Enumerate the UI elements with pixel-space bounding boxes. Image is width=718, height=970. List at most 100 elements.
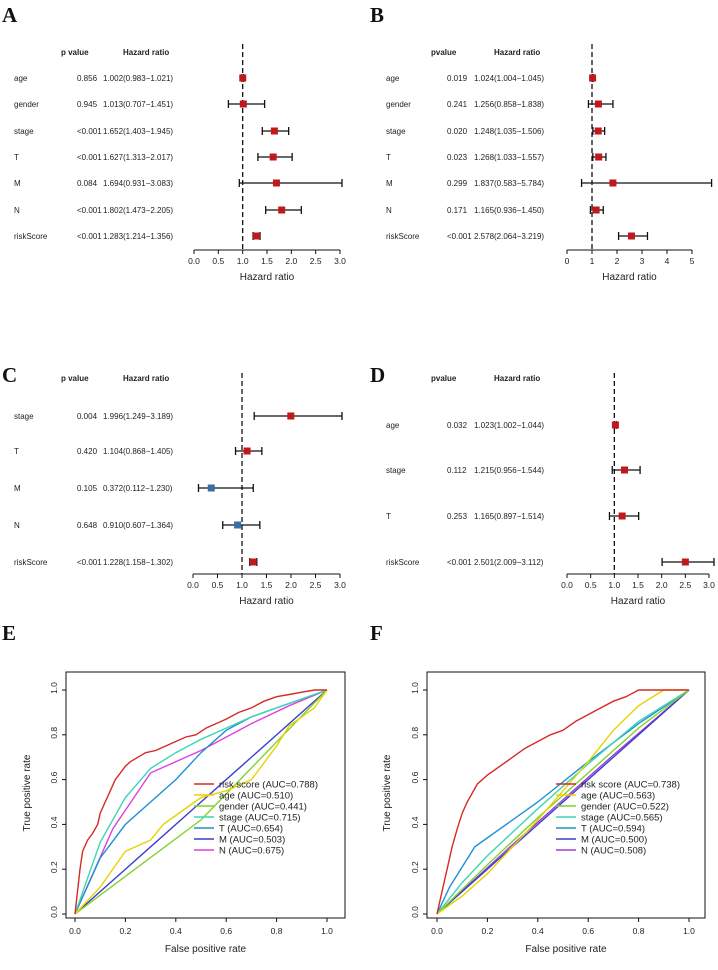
x-tick-label: 0.4 — [532, 926, 544, 936]
hr-point — [287, 412, 295, 420]
y-tick-label: 0.8 — [410, 727, 420, 739]
roc-curve — [436, 689, 689, 915]
row-label: riskScore — [14, 232, 48, 241]
y-tick-label: 0.0 — [49, 906, 59, 918]
hr-point — [594, 127, 602, 135]
x-tick-label: 0.5 — [585, 580, 597, 590]
x-tick-label: 2.0 — [656, 580, 668, 590]
legend-entry: age (AUC=0.510) — [219, 791, 293, 802]
row-label: M — [14, 484, 21, 493]
hr-value: 0.372(0.112−1.230) — [103, 484, 173, 493]
hr-value: 1.802(1.473−2.205) — [103, 206, 173, 215]
x-axis-label: False positive rate — [165, 944, 247, 955]
p-value-header: p value — [61, 374, 89, 383]
x-tick-label: 0.6 — [220, 926, 232, 936]
x-axis-label: Hazard ratio — [602, 272, 657, 283]
hr-point — [627, 232, 635, 240]
x-tick-label: 0.0 — [561, 580, 573, 590]
hr-point — [594, 100, 602, 108]
p-value-header: pvalue — [431, 48, 457, 57]
y-axis-label: True positive rate — [382, 754, 393, 831]
roc-panel-F: F 0.0 0.0 0.2 0.2 0.4 0.4 0.6 0.6 0.8 0.8 1.0 1.0 ris… — [370, 621, 706, 955]
hazard-ratio-header: Hazard ratio — [494, 374, 540, 383]
x-tick-label: 0 — [565, 256, 570, 266]
x-tick-label: 1.0 — [608, 580, 620, 590]
row-label: T — [386, 153, 391, 162]
hr-point — [239, 74, 247, 82]
panel-letter: D — [370, 363, 385, 387]
hr-point — [611, 421, 619, 429]
x-tick-label: 2.5 — [310, 256, 322, 266]
x-tick-label: 3 — [640, 256, 645, 266]
roc-curve — [436, 689, 690, 915]
legend-entry: risk score (AUC=0.738) — [581, 780, 680, 791]
hr-value: 2.501(2.009−3.112) — [474, 558, 544, 567]
row-label: age — [386, 421, 400, 430]
row-label: riskScore — [386, 558, 420, 567]
roc-curve — [74, 689, 328, 915]
x-tick-label: 0.5 — [212, 256, 224, 266]
y-tick-label: 0.2 — [410, 861, 420, 873]
hr-value: 1.652(1.403−1.945) — [103, 127, 173, 136]
y-tick-label: 1.0 — [410, 682, 420, 694]
x-tick-label: 4 — [665, 256, 670, 266]
p-value: <0.001 — [77, 153, 102, 162]
row-label: N — [386, 206, 392, 215]
hr-value: 1.104(0.868−1.405) — [103, 447, 173, 456]
hr-value: 1.248(1.035−1.506) — [474, 127, 544, 136]
row-label: N — [14, 521, 20, 530]
row-label: gender — [386, 100, 411, 109]
x-tick-label: 2.0 — [285, 580, 297, 590]
p-value: 0.084 — [77, 179, 98, 188]
hr-value: 2.578(2.064−3.219) — [474, 232, 544, 241]
p-value: <0.001 — [77, 558, 102, 567]
legend-entry: M (AUC=0.503) — [219, 835, 285, 846]
hr-point — [278, 206, 286, 214]
y-tick-label: 0.0 — [410, 906, 420, 918]
p-value: 0.023 — [447, 153, 468, 162]
p-value: <0.001 — [447, 232, 472, 241]
row-label: riskScore — [386, 232, 420, 241]
p-value: 0.253 — [447, 512, 468, 521]
hr-point — [243, 447, 251, 455]
x-tick-label: 0.8 — [271, 926, 283, 936]
x-tick-label: 3.0 — [703, 580, 715, 590]
roc-curve — [74, 689, 327, 915]
x-tick-label: 0.2 — [481, 926, 493, 936]
x-tick-label: 1.5 — [632, 580, 644, 590]
x-axis-label: Hazard ratio — [240, 272, 295, 283]
x-tick-label: 0.0 — [431, 926, 443, 936]
hr-point — [269, 153, 277, 161]
hr-value: 1.165(0.936−1.450) — [474, 206, 544, 215]
p-value: 0.945 — [77, 100, 98, 109]
p-value: <0.001 — [77, 232, 102, 241]
hr-point — [609, 179, 617, 187]
y-tick-label: 0.6 — [410, 771, 420, 783]
panel-letter: F — [370, 621, 383, 645]
x-tick-label: 2 — [615, 256, 620, 266]
panel-letter: B — [370, 3, 384, 27]
x-tick-label: 1.5 — [261, 256, 273, 266]
p-value: 0.171 — [447, 206, 468, 215]
x-tick-label: 0.0 — [188, 256, 200, 266]
x-tick-label: 2.5 — [310, 580, 322, 590]
row-label: T — [14, 447, 19, 456]
legend-entry: stage (AUC=0.565) — [581, 813, 663, 824]
hazard-ratio-header: Hazard ratio — [123, 48, 169, 57]
legend-entry: stage (AUC=0.715) — [219, 813, 301, 824]
hr-value: 1.165(0.897−1.514) — [474, 512, 544, 521]
x-axis-label: Hazard ratio — [611, 596, 666, 607]
x-tick-label: 1.5 — [261, 580, 273, 590]
p-value-header: pvalue — [431, 374, 457, 383]
panel-letter: E — [2, 621, 16, 645]
p-value: 0.241 — [447, 100, 468, 109]
x-tick-label: 3.0 — [334, 580, 346, 590]
x-tick-label: 1.0 — [236, 580, 248, 590]
p-value: <0.001 — [447, 558, 472, 567]
row-label: gender — [14, 100, 39, 109]
row-label: T — [14, 153, 19, 162]
panel-letter: C — [2, 363, 17, 387]
row-label: M — [386, 179, 393, 188]
p-value: 0.020 — [447, 127, 468, 136]
